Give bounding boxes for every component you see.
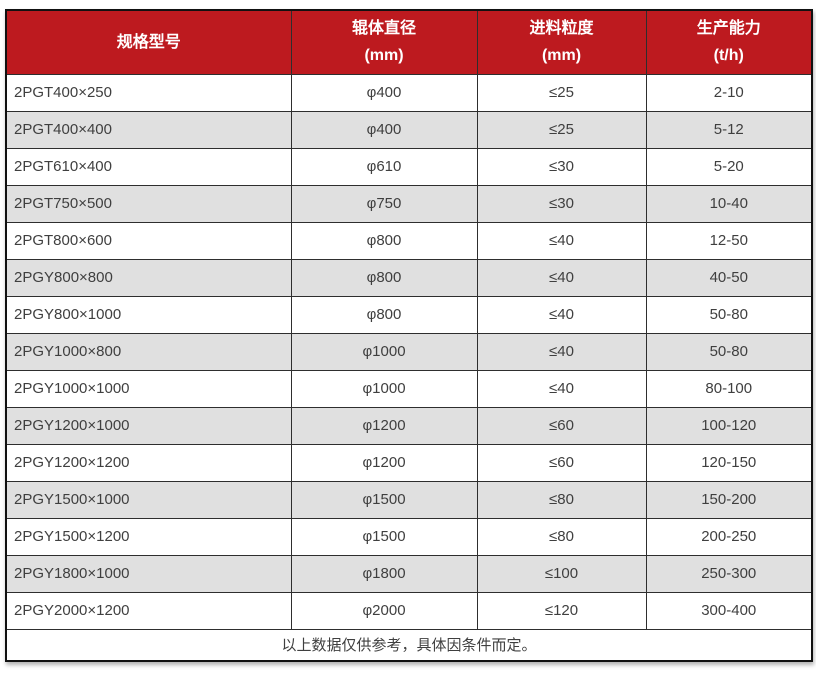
model-cell: 2PGY800×800 bbox=[5, 258, 292, 297]
model-cell: 2PGY1500×1200 bbox=[5, 517, 292, 556]
capacity-cell: 2-10 bbox=[645, 73, 813, 112]
capacity-cell: 150-200 bbox=[645, 480, 813, 519]
model-cell: 2PGY1500×1000 bbox=[5, 480, 292, 519]
model-cell: 2PGY1800×1000 bbox=[5, 554, 292, 593]
roller-diameter-cell: φ750 bbox=[290, 184, 478, 223]
feed-size-cell: ≤100 bbox=[476, 554, 647, 593]
table-row: 2PGY1200×1000 φ1200 ≤60 100-120 bbox=[5, 406, 813, 445]
table-row: 2PGT750×500 φ750 ≤30 10-40 bbox=[5, 184, 813, 223]
feed-size-cell: ≤40 bbox=[476, 332, 647, 371]
model-cell: 2PGY1200×1000 bbox=[5, 406, 292, 445]
header-model-label: 规格型号 bbox=[116, 33, 181, 51]
model-cell: 2PGT800×600 bbox=[5, 221, 292, 260]
roller-diameter-cell: φ2000 bbox=[290, 591, 478, 630]
feed-size-cell: ≤25 bbox=[476, 110, 647, 149]
header-cell-feed-size: 进料粒度 (mm) bbox=[476, 9, 647, 75]
header-feed-size-unit: (mm) bbox=[541, 47, 582, 65]
footer-note: 以上数据仅供参考，具体因条件而定。 bbox=[5, 628, 813, 662]
model-cell: 2PGY1200×1200 bbox=[5, 443, 292, 482]
model-cell: 2PGY800×1000 bbox=[5, 295, 292, 334]
capacity-cell: 300-400 bbox=[645, 591, 813, 630]
header-roller-diameter-unit: (mm) bbox=[364, 47, 404, 65]
table-row: 2PGY1800×1000 φ1800 ≤100 250-300 bbox=[5, 554, 813, 593]
roller-diameter-cell: φ1000 bbox=[290, 369, 478, 408]
table-row: 2PGT400×250 φ400 ≤25 2-10 bbox=[5, 73, 813, 112]
table-row: 2PGY1500×1200 φ1500 ≤80 200-250 bbox=[5, 517, 813, 556]
capacity-cell: 200-250 bbox=[645, 517, 813, 556]
feed-size-cell: ≤25 bbox=[476, 73, 647, 112]
capacity-cell: 5-12 bbox=[645, 110, 813, 149]
model-cell: 2PGY2000×1200 bbox=[5, 591, 292, 630]
capacity-cell: 80-100 bbox=[645, 369, 813, 408]
header-cell-model: 规格型号 bbox=[5, 9, 292, 75]
header-capacity-label: 生产能力 bbox=[696, 20, 761, 38]
feed-size-cell: ≤30 bbox=[476, 147, 647, 186]
roller-diameter-cell: φ610 bbox=[290, 147, 478, 186]
header-row: 规格型号 辊体直径 (mm) 进料粒度 (mm) 生产能力 (t/h) bbox=[5, 9, 813, 75]
spec-table-header: 规格型号 辊体直径 (mm) 进料粒度 (mm) 生产能力 (t/h) bbox=[5, 9, 813, 75]
feed-size-cell: ≤80 bbox=[476, 480, 647, 519]
roller-diameter-cell: φ800 bbox=[290, 221, 478, 260]
roller-diameter-cell: φ800 bbox=[290, 258, 478, 297]
feed-size-cell: ≤40 bbox=[476, 369, 647, 408]
model-cell: 2PGY1000×800 bbox=[5, 332, 292, 371]
header-capacity-unit: (t/h) bbox=[713, 47, 744, 65]
model-cell: 2PGT400×400 bbox=[5, 110, 292, 149]
spec-table-footer: 以上数据仅供参考，具体因条件而定。 bbox=[5, 628, 813, 662]
table-row: 2PGY1000×1000 φ1000 ≤40 80-100 bbox=[5, 369, 813, 408]
header-cell-roller-diameter: 辊体直径 (mm) bbox=[290, 9, 478, 75]
roller-diameter-cell: φ1000 bbox=[290, 332, 478, 371]
roller-diameter-cell: φ800 bbox=[290, 295, 478, 334]
roller-diameter-cell: φ400 bbox=[290, 110, 478, 149]
roller-diameter-cell: φ400 bbox=[290, 73, 478, 112]
feed-size-cell: ≤80 bbox=[476, 517, 647, 556]
header-feed-size-label: 进料粒度 bbox=[529, 20, 594, 38]
table-row: 2PGT610×400 φ610 ≤30 5-20 bbox=[5, 147, 813, 186]
header-roller-diameter-label: 辊体直径 bbox=[351, 20, 416, 38]
feed-size-cell: ≤40 bbox=[476, 295, 647, 334]
feed-size-cell: ≤120 bbox=[476, 591, 647, 630]
roller-diameter-cell: φ1800 bbox=[290, 554, 478, 593]
roller-diameter-cell: φ1500 bbox=[290, 517, 478, 556]
capacity-cell: 40-50 bbox=[645, 258, 813, 297]
capacity-cell: 120-150 bbox=[645, 443, 813, 482]
table-row: 2PGY1200×1200 φ1200 ≤60 120-150 bbox=[5, 443, 813, 482]
spec-table: 规格型号 辊体直径 (mm) 进料粒度 (mm) 生产能力 (t/h) 2PGT400… bbox=[5, 9, 813, 662]
table-row: 2PGY1500×1000 φ1500 ≤80 150-200 bbox=[5, 480, 813, 519]
table-row: 2PGY1000×800 φ1000 ≤40 50-80 bbox=[5, 332, 813, 371]
model-cell: 2PGT610×400 bbox=[5, 147, 292, 186]
feed-size-cell: ≤60 bbox=[476, 443, 647, 482]
model-cell: 2PGY1000×1000 bbox=[5, 369, 292, 408]
capacity-cell: 10-40 bbox=[645, 184, 813, 223]
table-row: 2PGY2000×1200 φ2000 ≤120 300-400 bbox=[5, 591, 813, 630]
table-row: 2PGT400×400 φ400 ≤25 5-12 bbox=[5, 110, 813, 149]
roller-diameter-cell: φ1500 bbox=[290, 480, 478, 519]
table-row: 2PGY800×1000 φ800 ≤40 50-80 bbox=[5, 295, 813, 334]
capacity-cell: 12-50 bbox=[645, 221, 813, 260]
model-cell: 2PGT750×500 bbox=[5, 184, 292, 223]
roller-diameter-cell: φ1200 bbox=[290, 406, 478, 445]
capacity-cell: 100-120 bbox=[645, 406, 813, 445]
capacity-cell: 50-80 bbox=[645, 295, 813, 334]
model-cell: 2PGT400×250 bbox=[5, 73, 292, 112]
feed-size-cell: ≤40 bbox=[476, 221, 647, 260]
feed-size-cell: ≤40 bbox=[476, 258, 647, 297]
capacity-cell: 250-300 bbox=[645, 554, 813, 593]
roller-diameter-cell: φ1200 bbox=[290, 443, 478, 482]
spec-table-body: 2PGT400×250 φ400 ≤25 2-10 2PGT400×400 φ400 ≤25… bbox=[5, 73, 813, 630]
capacity-cell: 5-20 bbox=[645, 147, 813, 186]
feed-size-cell: ≤60 bbox=[476, 406, 647, 445]
table-row: 2PGT800×600 φ800 ≤40 12-50 bbox=[5, 221, 813, 260]
capacity-cell: 50-80 bbox=[645, 332, 813, 371]
feed-size-cell: ≤30 bbox=[476, 184, 647, 223]
footer-row: 以上数据仅供参考，具体因条件而定。 bbox=[5, 628, 813, 662]
header-cell-capacity: 生产能力 (t/h) bbox=[645, 9, 813, 75]
table-row: 2PGY800×800 φ800 ≤40 40-50 bbox=[5, 258, 813, 297]
